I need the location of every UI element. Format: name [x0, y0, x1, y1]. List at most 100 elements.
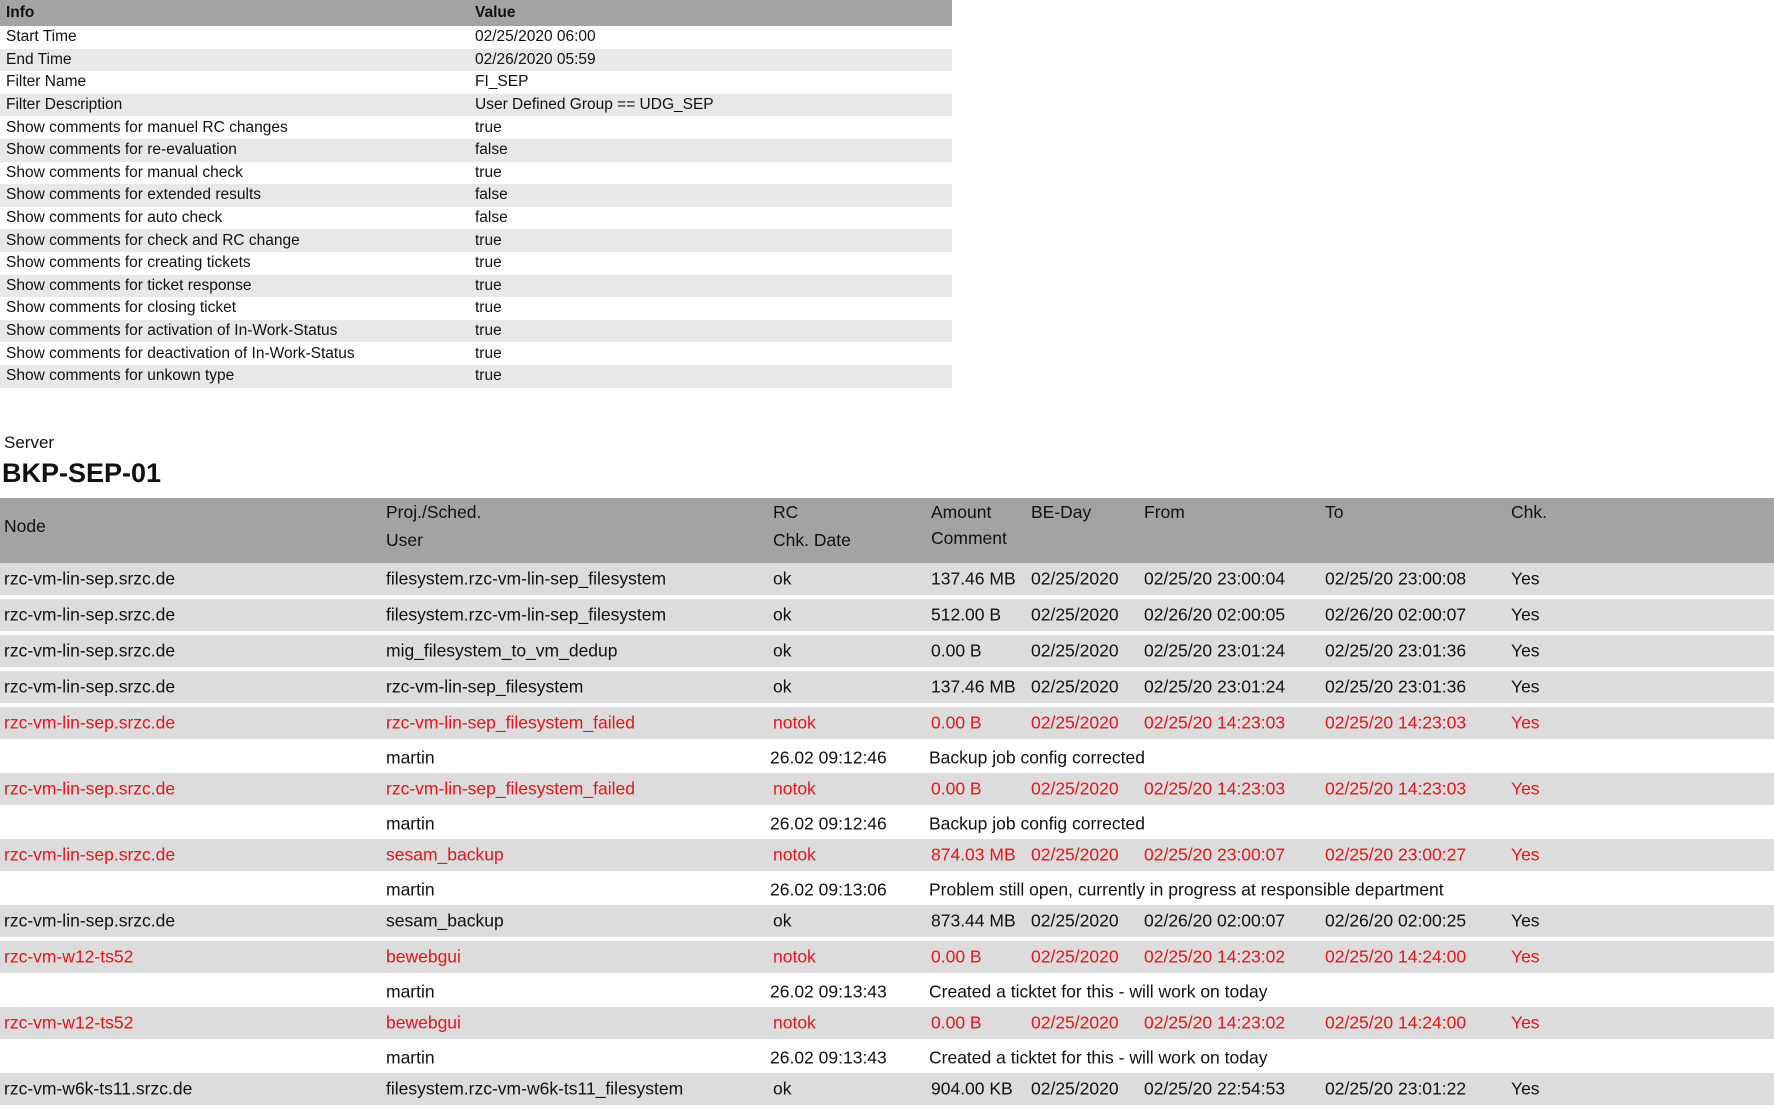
info-row: End Time 02/26/2020 05:59	[0, 48, 952, 72]
cell-amount: 874.03 MB	[931, 844, 1016, 865]
info-label: Show comments for activation of In-Work-…	[6, 322, 338, 340]
info-label: Show comments for deactivation of In-Wor…	[6, 344, 355, 362]
info-label: Filter Description	[6, 96, 123, 114]
cell-user: martin	[386, 879, 435, 900]
info-value: false	[475, 141, 508, 159]
cell-from: 02/25/20 14:23:03	[1144, 778, 1286, 799]
cell-to: 02/26/20 02:00:07	[1325, 604, 1467, 625]
info-row: Show comments for deactivation of In-Wor…	[0, 342, 952, 365]
cell-from: 02/25/20 23:00:04	[1144, 568, 1286, 589]
cell-to: 02/25/20 23:01:36	[1325, 640, 1467, 661]
cell-node: rzc-vm-lin-sep.srzc.de	[4, 712, 176, 733]
cell-chk-date: 26.02 09:13:43	[770, 981, 887, 1002]
cell-be-day: 02/25/2020	[1031, 676, 1119, 697]
server-name: BKP-SEP-01	[2, 458, 162, 488]
info-label: Show comments for check and RC change	[6, 231, 300, 249]
cell-amount: 0.00 B	[931, 712, 982, 733]
cell-be-day: 02/25/2020	[1031, 712, 1119, 733]
cell-user: martin	[386, 813, 435, 834]
cell-be-day: 02/25/2020	[1031, 568, 1119, 589]
info-value: false	[475, 186, 508, 204]
cell-node: rzc-vm-lin-sep.srzc.de	[4, 910, 176, 931]
cell-comment: Backup job config corrected	[929, 747, 1145, 768]
cell-amount: 0.00 B	[931, 778, 982, 799]
cell-from: 02/26/20 02:00:07	[1144, 910, 1286, 931]
cell-proj-sched: filesystem.rzc-vm-lin-sep_filesystem	[386, 604, 667, 625]
table-row: rzc-vm-lin-sep.srzc.de sesam_backup ok 873.…	[0, 905, 1774, 941]
header-be-day: BE-Day	[1031, 502, 1092, 522]
cell-chk: Yes	[1511, 1012, 1540, 1033]
info-value: true	[475, 163, 502, 181]
cell-amount: 873.44 MB	[931, 910, 1016, 931]
cell-from: 02/25/20 14:23:02	[1144, 1012, 1286, 1033]
cell-node: rzc-vm-w12-ts52	[4, 946, 134, 967]
cell-to: 02/25/20 14:24:00	[1325, 946, 1467, 967]
info-value: true	[475, 344, 502, 362]
cell-chk: Yes	[1511, 778, 1540, 799]
cell-proj-sched: sesam_backup	[386, 844, 504, 865]
table-row: rzc-vm-lin-sep.srzc.de filesystem.rzc-vm-…	[0, 599, 1774, 635]
cell-from: 02/25/20 23:00:07	[1144, 844, 1286, 865]
cell-user: martin	[386, 981, 435, 1002]
cell-from: 02/25/20 14:23:03	[1144, 712, 1286, 733]
info-header: Info	[6, 4, 35, 21]
server-label: Server	[4, 433, 55, 452]
info-row: Show comments for ticket response true	[0, 274, 952, 298]
cell-be-day: 02/25/2020	[1031, 604, 1119, 625]
info-label: Show comments for re-evaluation	[6, 141, 237, 159]
cell-proj-sched: mig_filesystem_to_vm_dedup	[386, 640, 618, 661]
cell-to: 02/25/20 23:00:08	[1325, 568, 1467, 589]
comment-row: martin 26.02 09:13:06 Problem still open, …	[0, 875, 1774, 905]
cell-comment: Backup job config corrected	[929, 813, 1145, 834]
info-value: true	[475, 322, 502, 340]
table-row: rzc-vm-lin-sep.srzc.de rzc-vm-lin-sep_fil…	[0, 707, 1774, 743]
cell-chk-date: 26.02 09:13:06	[770, 879, 887, 900]
header-amount: Amount	[931, 502, 992, 522]
cell-user: martin	[386, 1047, 435, 1068]
info-value: false	[475, 209, 508, 227]
cell-proj-sched: bewebgui	[386, 1012, 461, 1033]
cell-be-day: 02/25/2020	[1031, 778, 1119, 799]
cell-proj-sched: rzc-vm-lin-sep_filesystem_failed	[386, 778, 635, 799]
cell-rc: notok	[773, 778, 816, 799]
info-row: Show comments for check and RC change tru…	[0, 229, 952, 252]
cell-node: rzc-vm-w6k-ts11.srzc.de	[4, 1078, 193, 1099]
info-label: Start Time	[6, 28, 77, 46]
value-header: Value	[475, 4, 516, 21]
info-label: Show comments for extended results	[6, 186, 262, 204]
cell-proj-sched: bewebgui	[386, 946, 461, 967]
comment-row: martin 26.02 09:12:46 Backup job config co…	[0, 809, 1774, 839]
header-rc: RC	[773, 502, 799, 522]
info-label: Show comments for closing ticket	[6, 299, 237, 317]
header-proj: Proj./Sched.	[386, 502, 482, 522]
info-row: Show comments for extended results false	[0, 184, 952, 207]
cell-from: 02/25/20 23:01:24	[1144, 676, 1286, 697]
cell-be-day: 02/25/2020	[1031, 844, 1119, 865]
cell-be-day: 02/25/2020	[1031, 1012, 1119, 1033]
table-row: rzc-vm-lin-sep.srzc.de mig_filesystem_to_…	[0, 635, 1774, 671]
info-row: Show comments for re-evaluation false	[0, 138, 952, 162]
cell-rc: notok	[773, 712, 816, 733]
cell-node: rzc-vm-lin-sep.srzc.de	[4, 640, 176, 661]
header-user: User	[386, 530, 423, 550]
header-chk-date: Chk. Date	[773, 530, 851, 550]
table-row: rzc-vm-w6k-ts11.srzc.de filesystem.rzc-vm…	[0, 1073, 1774, 1109]
cell-amount: 512.00 B	[931, 604, 1002, 625]
results-table-header: Node Proj./Sched. User RC Chk. Date Amou…	[0, 498, 1774, 563]
info-row: Show comments for auto check false	[0, 206, 952, 230]
info-label: Filter Name	[6, 73, 87, 91]
cell-chk: Yes	[1511, 910, 1540, 931]
cell-be-day: 02/25/2020	[1031, 1078, 1119, 1099]
cell-from: 02/25/20 22:54:53	[1144, 1078, 1286, 1099]
info-row: Start Time 02/25/2020 06:00	[0, 26, 952, 49]
info-value: true	[475, 231, 502, 249]
cell-chk: Yes	[1511, 640, 1540, 661]
info-value: 02/26/2020 05:59	[475, 50, 596, 68]
info-label: Show comments for unkown type	[6, 367, 235, 385]
cell-comment: Created a ticktet for this - will work o…	[929, 1047, 1268, 1068]
header-comment: Comment	[931, 528, 1007, 548]
cell-from: 02/25/20 23:01:24	[1144, 640, 1286, 661]
info-row: Show comments for creating tickets true	[0, 251, 952, 275]
cell-rc: ok	[773, 640, 792, 661]
table-row: rzc-vm-lin-sep.srzc.de sesam_backup notok 8…	[0, 839, 1774, 875]
